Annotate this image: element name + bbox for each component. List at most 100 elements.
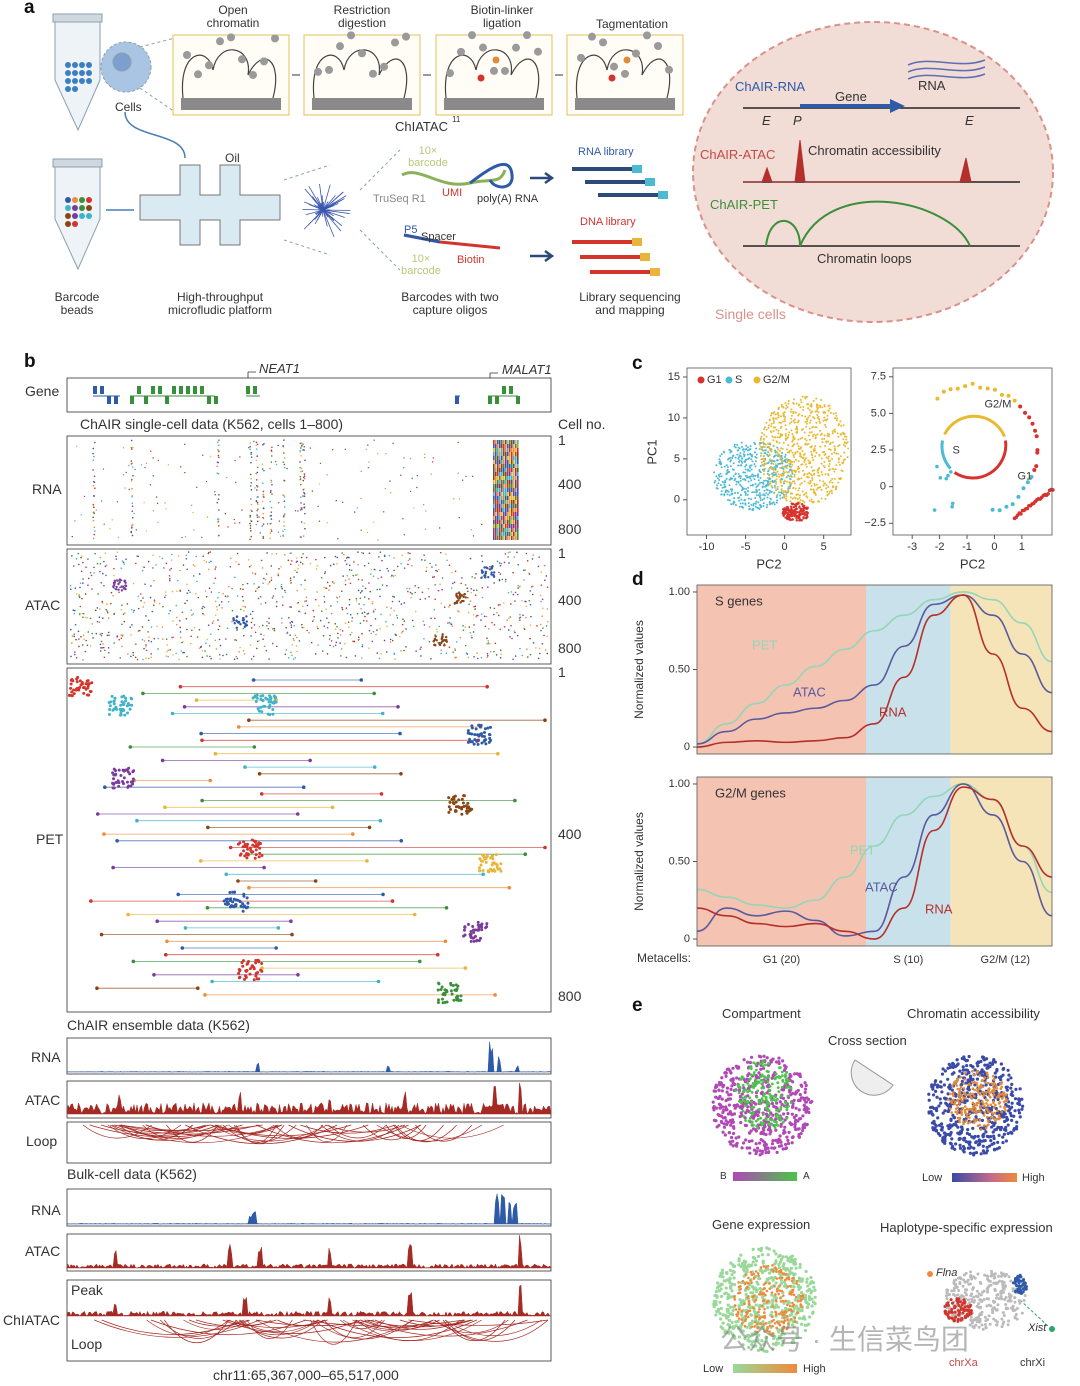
decor-dot [283,452,285,454]
decor-cell [497,444,499,448]
decor-dot [621,69,629,78]
decor-dot [512,43,520,52]
decor-point [812,399,815,402]
decor-point [782,490,785,493]
decor-point [748,1151,752,1155]
decor-dot [233,658,236,661]
decor-dot [499,603,501,606]
decor-dot [476,614,478,617]
decor-arc [114,1124,259,1135]
decor-point [771,1073,775,1078]
decor-dot [209,455,212,458]
decor-dot [179,636,182,639]
decor-point [785,1116,789,1120]
decor-dot [440,997,444,1001]
decor-point [801,490,804,493]
decor-dot [268,581,271,583]
decor-point [722,1083,726,1087]
decor-dot [102,617,104,620]
decor-dot [365,448,368,451]
decor-point [733,1103,738,1108]
decor-dot [222,592,224,595]
decor-point [763,454,766,457]
decor-dot [465,806,469,810]
decor-point [775,501,778,504]
decor-point [788,518,792,521]
decor-point [731,477,734,480]
decor-dot [284,553,286,556]
gene-exon [137,386,141,394]
decor-point [784,434,787,437]
decor-dot [295,557,298,559]
decor-point [779,1094,783,1098]
decor-dot [71,555,73,557]
decor-dot [440,602,443,605]
decor-cell [505,456,507,460]
decor-point [810,403,813,406]
decor-point [752,502,755,505]
decor-dot [214,494,216,496]
decor-point [763,433,766,436]
decor-point [748,507,751,510]
decor-point [805,465,808,468]
decor-dot [535,647,537,649]
decor-dot [195,486,198,489]
decor-dot [361,645,364,648]
decor-point [737,497,740,500]
decor-dot [145,645,147,648]
decor-point [797,1117,801,1121]
decor-dot [184,535,187,538]
decor-cell [495,512,497,516]
decor-dot [289,919,293,923]
decor-cell [509,512,511,516]
decor-dot [379,588,381,591]
decor-dot [499,657,502,659]
decor-point [715,1125,719,1129]
decor-point [818,420,821,423]
decor-dot [72,692,76,696]
decor-dot [212,620,215,622]
decor-dot [96,562,99,565]
decor-dot [72,70,78,76]
decor-dot [219,644,222,647]
decor-dot [493,624,496,626]
decor-point [778,475,781,478]
decor-dot [342,575,344,577]
decor-point [745,1146,749,1150]
decor-dot [480,571,484,574]
decor-dot [453,498,455,500]
gene-exon [516,396,520,404]
decor-dot [165,638,168,640]
decor-dot [254,699,258,703]
decor-point [787,400,790,403]
decor-dot [205,642,207,645]
decor-cell [507,532,509,536]
decor-point [777,407,780,410]
decor-point [789,449,792,452]
decor-point [806,476,809,479]
decor-point [1029,474,1034,479]
decor-dot [110,694,114,698]
panel-a-graphics [52,13,1054,323]
decor-point [789,505,793,508]
decor-cell [515,444,517,448]
decor-cell [497,496,499,500]
decor-point [831,481,834,484]
decor-dot [73,635,76,638]
decor-dot [299,561,302,564]
decor-point [809,473,812,476]
decor-dot [284,653,287,656]
decor-dot [198,628,201,631]
decor-dot [94,552,96,555]
decor-point [810,445,813,448]
decor-dot [510,603,512,605]
decor-point [763,426,766,429]
decor-point [778,455,781,458]
decor-dot [169,649,172,651]
decor-point [779,1118,783,1122]
decor-point [827,457,830,460]
gene-exon [253,386,257,394]
decor-dot [519,647,521,650]
decor-cell [497,508,499,512]
decor-dot [474,928,478,932]
